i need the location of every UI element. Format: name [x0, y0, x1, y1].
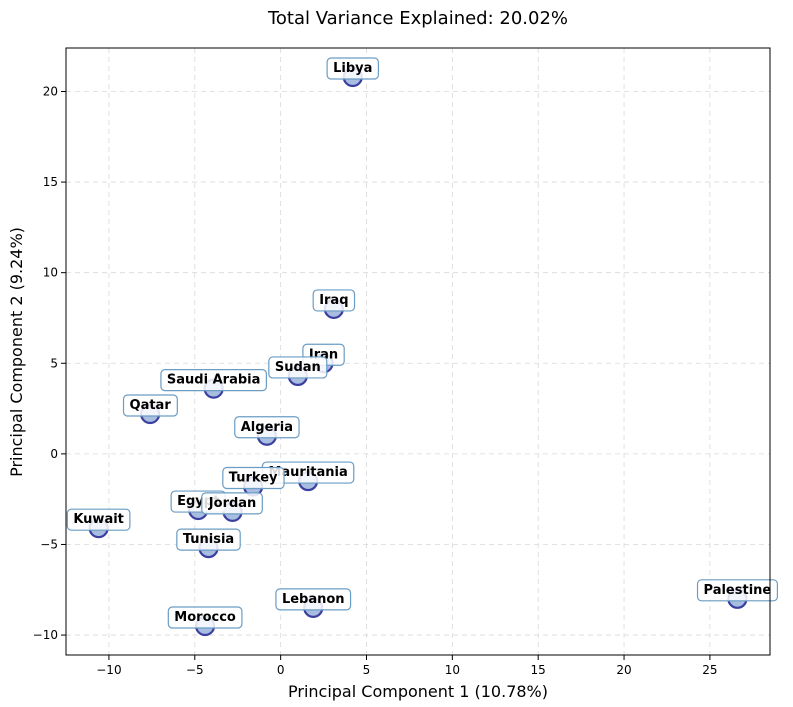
point-label: Iran: [302, 343, 345, 366]
label-text: Palestine: [704, 583, 772, 598]
label-text: Tunisia: [183, 532, 234, 547]
grid-lines: [66, 48, 770, 655]
x-tick-label: 20: [616, 663, 631, 677]
y-tick-label: 10: [43, 266, 58, 280]
label-text: Mauritania: [268, 465, 347, 480]
y-tick-label: −5: [40, 537, 58, 551]
label-box: [201, 492, 263, 515]
x-tick-label: 25: [702, 663, 717, 677]
point-label: Kuwait: [66, 508, 131, 531]
y-tick-label: 0: [50, 447, 58, 461]
label-box: [326, 57, 379, 80]
y-tick-label: 5: [50, 356, 58, 370]
label-text: Libya: [333, 61, 372, 76]
point-label: Algeria: [234, 416, 300, 439]
point-label: Qatar: [122, 394, 178, 417]
x-tick-label: 0: [277, 663, 285, 677]
label-box: [234, 416, 300, 439]
label-box: [222, 466, 285, 490]
y-tick-label: 15: [43, 175, 58, 189]
x-tick-label: 5: [363, 663, 371, 677]
label-text: Sudan: [275, 360, 321, 375]
label-text: Turkey: [229, 470, 278, 485]
point-label: Jordan: [201, 492, 263, 515]
point-label: Mauritania: [261, 461, 355, 484]
point-label: Turkey: [222, 466, 285, 490]
label-text: Iraq: [319, 293, 348, 308]
point-label: Palestine: [696, 579, 779, 602]
label-text: Kuwait: [73, 512, 124, 527]
point-label: Lebanon: [275, 588, 352, 611]
chart-title: Total Variance Explained: 20.02%: [267, 8, 568, 29]
x-tick-label: −10: [96, 663, 121, 677]
x-tick-label: 15: [531, 663, 546, 677]
label-box: [275, 588, 352, 611]
label-box: [268, 356, 328, 379]
point-label: Saudi Arabia: [160, 369, 268, 392]
label-box: [696, 579, 779, 602]
label-text: Qatar: [130, 398, 172, 413]
x-tick-label: −5: [186, 663, 204, 677]
label-text: Lebanon: [282, 592, 345, 607]
label-box: [312, 289, 356, 312]
x-tick-label: 10: [445, 663, 460, 677]
label-text: Jordan: [208, 496, 257, 511]
label-box: [122, 394, 178, 417]
label-box: [176, 528, 241, 551]
point-label: Morocco: [167, 606, 243, 629]
label-box: [160, 369, 268, 392]
label-box: [66, 508, 131, 531]
y-axis-ticks: −10 −5 0 5 10 15 20: [33, 84, 66, 642]
point-label: Tunisia: [176, 528, 241, 551]
y-tick-label: 20: [43, 84, 58, 98]
plot-frame: [65, 47, 771, 656]
x-axis-ticks: −10 −5 0 5 10 15 20 25: [96, 655, 718, 677]
point-label: Sudan: [268, 356, 328, 379]
label-box: [167, 606, 243, 629]
y-axis-label: Principal Component 2 (9.24%): [7, 227, 26, 477]
point-label: Iraq: [312, 289, 356, 312]
y-tick-label: −10: [33, 628, 58, 642]
label-text: Saudi Arabia: [167, 373, 260, 388]
label-text: Morocco: [174, 610, 236, 625]
x-axis-label: Principal Component 1 (10.78%): [288, 682, 548, 701]
point-label: Libya: [326, 57, 379, 80]
label-text: Algeria: [241, 420, 293, 435]
